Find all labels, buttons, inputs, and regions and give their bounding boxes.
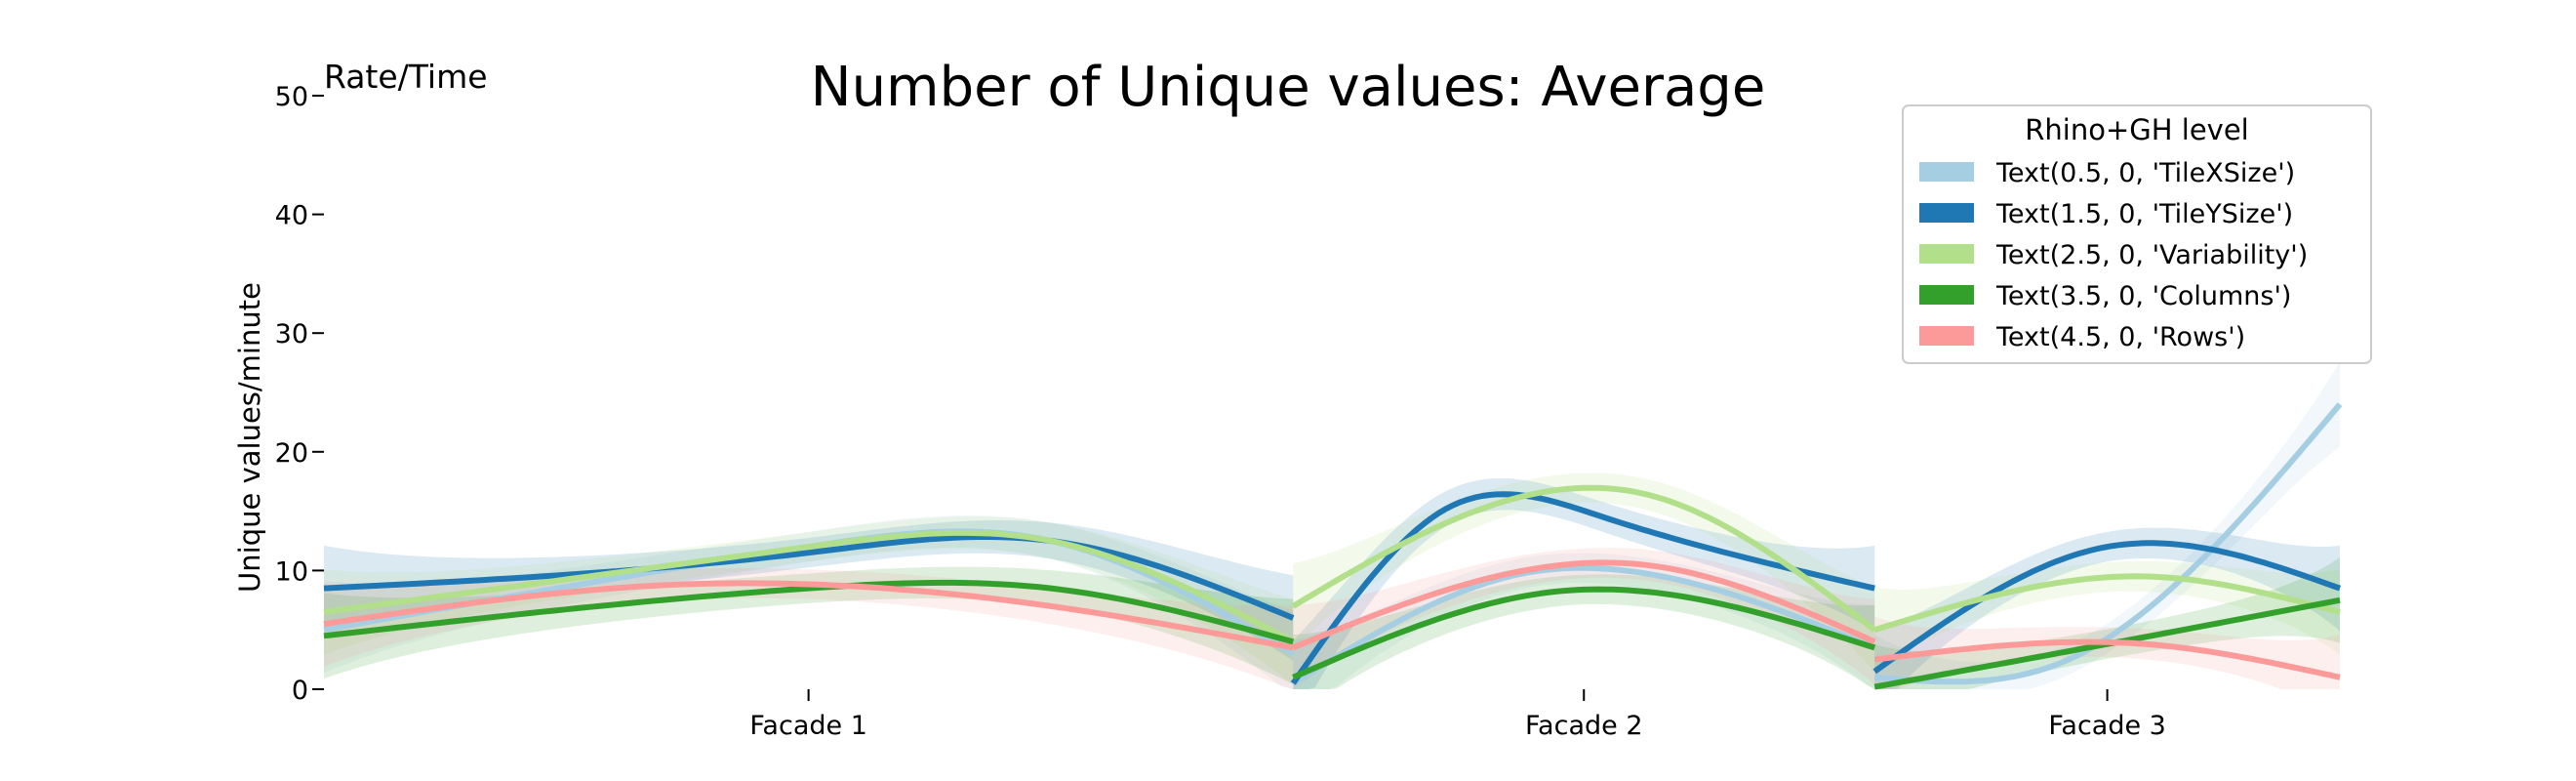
legend-entry: Text(1.5, 0, 'TileYSize')	[1995, 199, 2293, 229]
x-tick-label: Facade 3	[2048, 711, 2166, 741]
series-line	[323, 529, 1295, 645]
y-tick-label: 50	[275, 82, 308, 112]
y-axis-label: Unique values/minute	[233, 282, 266, 593]
confidence-bands	[324, 361, 2340, 689]
confidence-band	[1874, 616, 2340, 689]
legend-entry: Text(4.5, 0, 'Rows')	[1995, 322, 2245, 352]
axes: 0 10 20 30 40 50 Facade 1 Facade 2 Facade 3	[275, 82, 2166, 741]
x-tick-label: Facade 1	[749, 711, 867, 741]
series-line	[1292, 586, 1876, 680]
series-line	[1291, 564, 1876, 686]
y-tick-label: 20	[275, 438, 308, 469]
confidence-band	[324, 520, 1294, 661]
legend-swatch	[1919, 203, 1974, 223]
legend-swatch	[1919, 285, 1974, 305]
series-line	[1872, 540, 2341, 675]
legend-entry: Text(2.5, 0, 'Variability')	[1995, 240, 2308, 270]
confidence-band	[324, 514, 1294, 689]
series-line	[1873, 638, 2341, 680]
confidence-band	[1874, 527, 2340, 689]
legend-swatch	[1919, 244, 1974, 264]
series-line	[1873, 573, 2341, 634]
series-line	[323, 579, 1295, 645]
legend-swatch	[1919, 162, 1974, 182]
legend: Rhino+GH level Text(0.5, 0, 'TileXSize')…	[1902, 104, 2372, 364]
series-line	[323, 534, 1295, 621]
chart-title: Number of Unique values: Average	[811, 56, 1766, 119]
legend-items: Text(0.5, 0, 'TileXSize') Text(1.5, 0, 'T…	[1919, 158, 2308, 352]
y-tick-label: 0	[292, 676, 308, 706]
confidence-band	[324, 516, 1294, 685]
series-line	[323, 580, 1294, 651]
series-line	[1291, 484, 1877, 633]
series-lines	[323, 402, 2343, 690]
legend-entry: Text(0.5, 0, 'TileXSize')	[1995, 158, 2295, 188]
confidence-band	[324, 566, 1294, 685]
legend-entry: Text(3.5, 0, 'Columns')	[1995, 281, 2291, 311]
series-line	[1873, 402, 2343, 685]
chart-subtitle: Rate/Time	[324, 58, 488, 96]
y-tick-label: 30	[275, 319, 308, 349]
x-tick-label: Facade 2	[1525, 711, 1643, 741]
confidence-band	[1293, 553, 1875, 689]
y-tick-label: 10	[275, 556, 308, 587]
confidence-band	[1874, 560, 2340, 673]
series-line	[1290, 491, 1875, 685]
legend-swatch	[1919, 326, 1974, 346]
legend-frame	[1902, 104, 2372, 364]
legend-title: Rhino+GH level	[2025, 113, 2248, 146]
confidence-band	[1293, 473, 1875, 673]
y-tick-label: 40	[275, 201, 308, 231]
confidence-band	[1293, 478, 1875, 689]
series-line	[1292, 559, 1876, 651]
confidence-band	[324, 567, 1294, 689]
confidence-band	[1874, 557, 2340, 689]
